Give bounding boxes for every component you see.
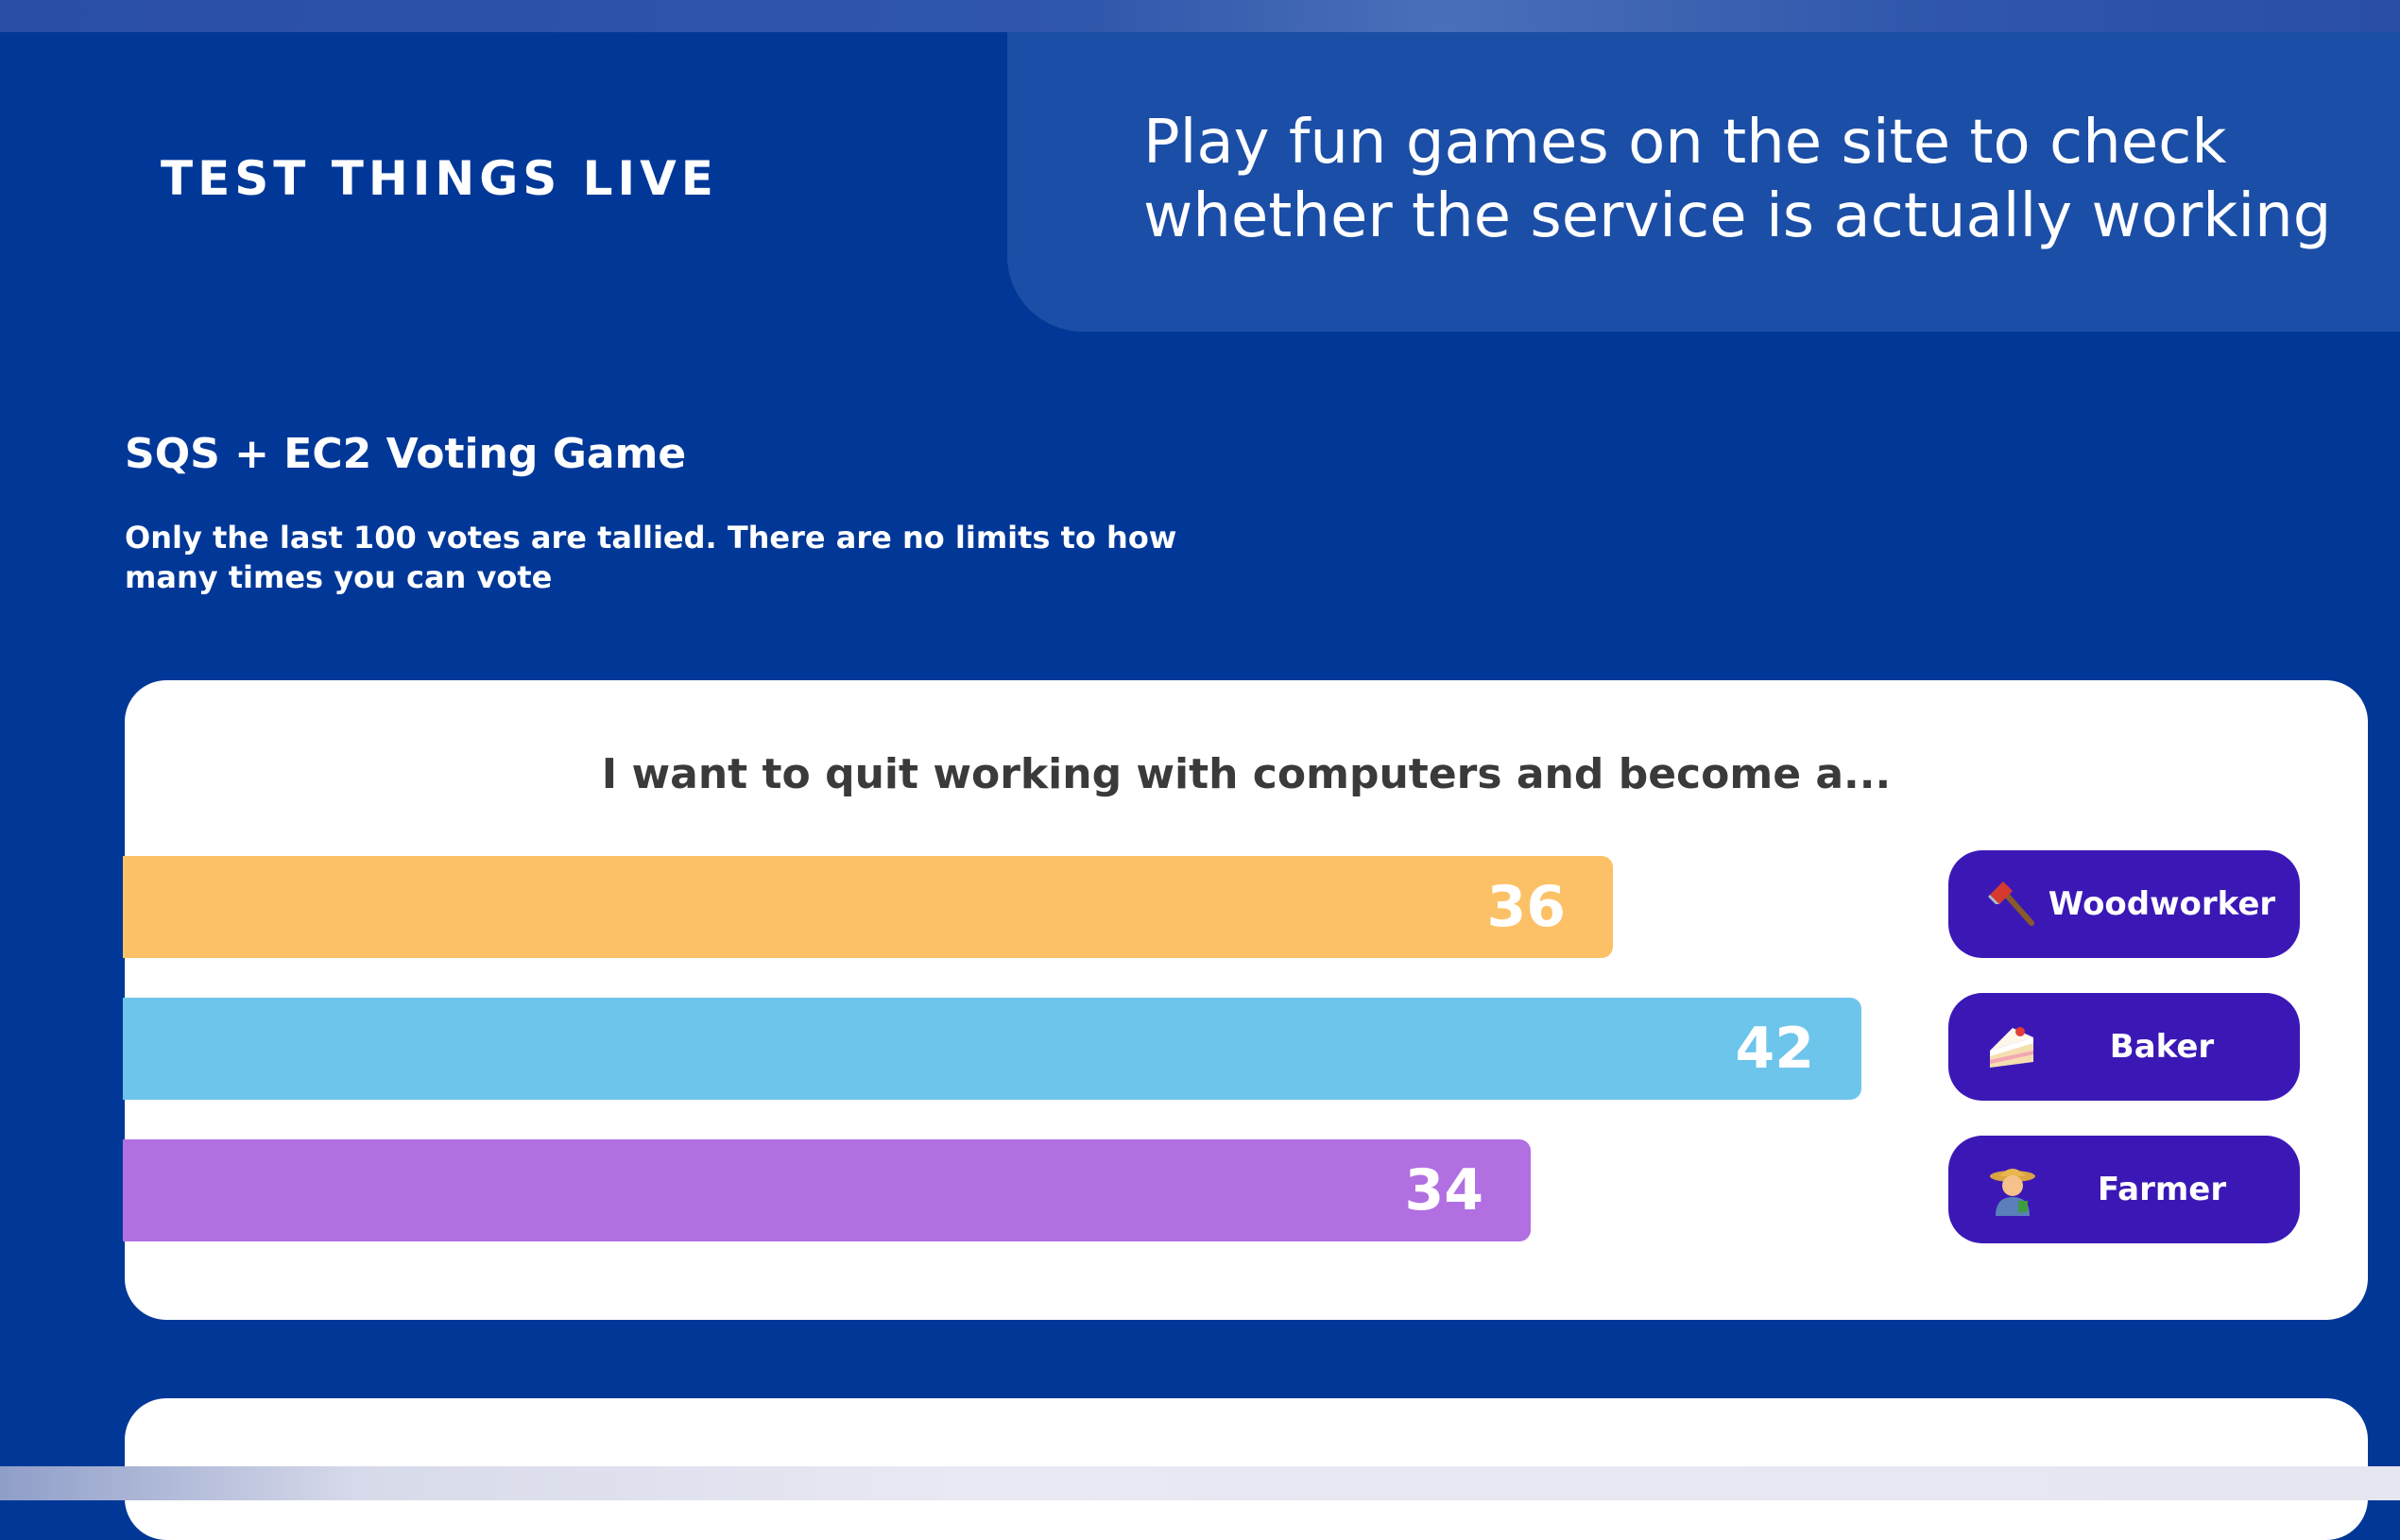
vote-bar-woodworker: 36	[123, 856, 1613, 958]
top-strip	[0, 0, 2400, 32]
vote-label-woodworker: Woodworker	[2048, 885, 2276, 923]
game-title: SQS + EC2 Voting Game	[125, 430, 687, 478]
hero-panel: Play fun games on the site to check whet…	[1007, 32, 2400, 332]
hero-tagline: Play fun games on the site to check whet…	[1143, 108, 2332, 251]
vote-button-farmer[interactable]: Farmer	[1948, 1136, 2300, 1243]
vote-button-baker[interactable]: Baker	[1948, 993, 2300, 1101]
vote-bar-baker: 42	[123, 998, 1861, 1100]
farmer-icon	[1990, 1169, 2035, 1216]
vote-count-farmer: 34	[1404, 1157, 1484, 1223]
vote-label-baker: Baker	[2109, 1028, 2215, 1066]
vote-button-woodworker[interactable]: Woodworker	[1948, 850, 2300, 958]
voting-question: I want to quit working with computers an…	[601, 750, 1892, 798]
axe-icon	[1988, 881, 2034, 926]
vote-label-farmer: Farmer	[2097, 1171, 2227, 1208]
voting-card: I want to quit working with computers an…	[123, 680, 2368, 1320]
game-description: Only the last 100 votes are tallied. The…	[125, 520, 1177, 595]
vote-count-woodworker: 36	[1486, 874, 1567, 940]
bottom-strip	[0, 1466, 2400, 1500]
cake-icon	[1990, 1027, 2033, 1068]
vote-count-baker: 42	[1735, 1016, 1815, 1082]
vote-bar-farmer: 34	[123, 1139, 1531, 1241]
site-logo-text[interactable]: TEST THINGS LIVE	[161, 151, 718, 206]
